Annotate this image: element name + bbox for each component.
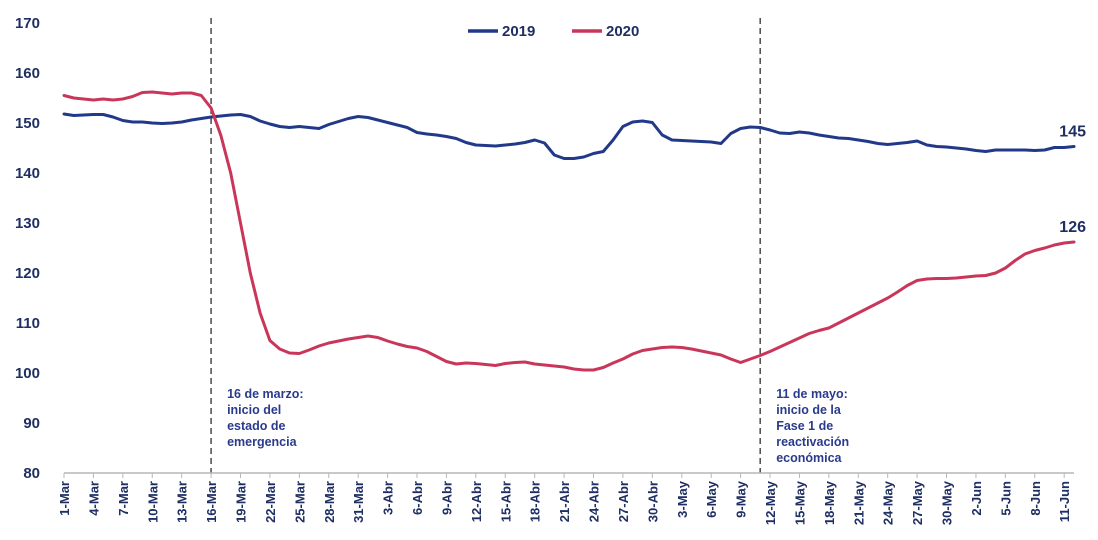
x-tick-label: 12-Abr (469, 481, 484, 522)
end-labels: 145 126 (1059, 124, 1086, 237)
y-tick-label: 150 (15, 115, 40, 132)
x-tick-label: 13-Mar (175, 481, 190, 523)
annotation-text: inicio de la (776, 403, 842, 417)
x-axis-ticks: 1-Mar 4-Mar 7-Mar 10-Mar 13-Mar 16-Mar 19-Mar 2… (57, 473, 1072, 525)
x-tick-label: 21-May (851, 480, 866, 525)
x-tick-label: 16-Mar (204, 481, 219, 523)
x-tick-label: 7-Mar (116, 481, 131, 516)
x-tick-label: 2-Jun (969, 481, 984, 516)
x-tick-label: 9-May (734, 480, 749, 518)
x-tick-label: 24-May (881, 480, 896, 525)
x-tick-label: 27-Abr (616, 481, 631, 522)
x-tick-label: 6-Abr (410, 481, 425, 515)
annotation-layer: 16 de marzo: inicio del estado de emergenci… (210, 18, 849, 473)
annotation-text: Fase 1 de (776, 419, 833, 433)
x-tick-label: 6-May (704, 480, 719, 518)
x-tick-label: 24-Abr (587, 481, 602, 522)
x-tick-label: 28-Mar (322, 481, 337, 523)
x-tick-label: 3-May (675, 480, 690, 518)
end-value-label: 126 (1059, 219, 1086, 236)
x-tick-label: 1-Mar (57, 481, 72, 516)
x-tick-label: 10-Mar (145, 481, 160, 523)
end-value-label: 145 (1059, 124, 1086, 141)
x-tick-label: 30-May (940, 480, 955, 525)
y-tick-label: 130 (15, 215, 40, 232)
y-axis-ticks: 80 90 100 110 120 130 140 150 160 170 (15, 15, 40, 482)
annotation-text: reactivación (776, 435, 849, 449)
x-tick-label: 15-Abr (498, 481, 513, 522)
y-tick-label: 140 (15, 165, 40, 182)
annotation-text: económica (776, 451, 842, 465)
y-tick-label: 110 (16, 315, 40, 332)
x-tick-label: 11-Jun (1057, 481, 1072, 522)
y-tick-label: 100 (15, 365, 40, 382)
x-tick-label: 27-May (910, 480, 925, 525)
x-tick-label: 18-May (822, 480, 837, 525)
x-tick-label: 9-Abr (439, 481, 454, 515)
legend-label: 2020 (606, 23, 639, 40)
y-tick-label: 160 (15, 65, 40, 82)
x-tick-label: 8-Jun (1028, 481, 1043, 516)
legend-label: 2019 (502, 23, 535, 40)
x-tick-label: 18-Abr (528, 481, 543, 522)
annotation-text: estado de (227, 419, 285, 433)
y-tick-label: 90 (23, 415, 40, 432)
y-tick-label: 170 (15, 15, 40, 32)
x-tick-label: 19-Mar (234, 481, 249, 523)
series-line-2019 (62, 112, 1076, 160)
y-tick-label: 120 (15, 265, 40, 282)
annotation-text: 16 de marzo: (227, 387, 303, 401)
x-tick-label: 25-Mar (292, 481, 307, 523)
annotation-text: 11 de mayo: (776, 387, 848, 401)
x-tick-label: 21-Abr (557, 481, 572, 522)
legend: 2019 2020 (468, 23, 639, 40)
x-tick-label: 30-Abr (645, 481, 660, 522)
x-tick-label: 31-Mar (351, 481, 366, 523)
x-tick-label: 5-Jun (998, 481, 1013, 516)
x-tick-label: 3-Abr (381, 481, 396, 515)
y-tick-label: 80 (23, 465, 40, 482)
x-tick-label: 4-Mar (86, 481, 101, 516)
x-tick-label: 22-Mar (263, 481, 278, 523)
series-layer (62, 90, 1076, 372)
x-tick-label: 12-May (763, 480, 778, 525)
series-line-2020 (62, 90, 1076, 372)
x-tick-label: 15-May (792, 480, 807, 525)
annotation-text: emergencia (227, 435, 298, 449)
annotation-text: inicio del (227, 403, 281, 417)
